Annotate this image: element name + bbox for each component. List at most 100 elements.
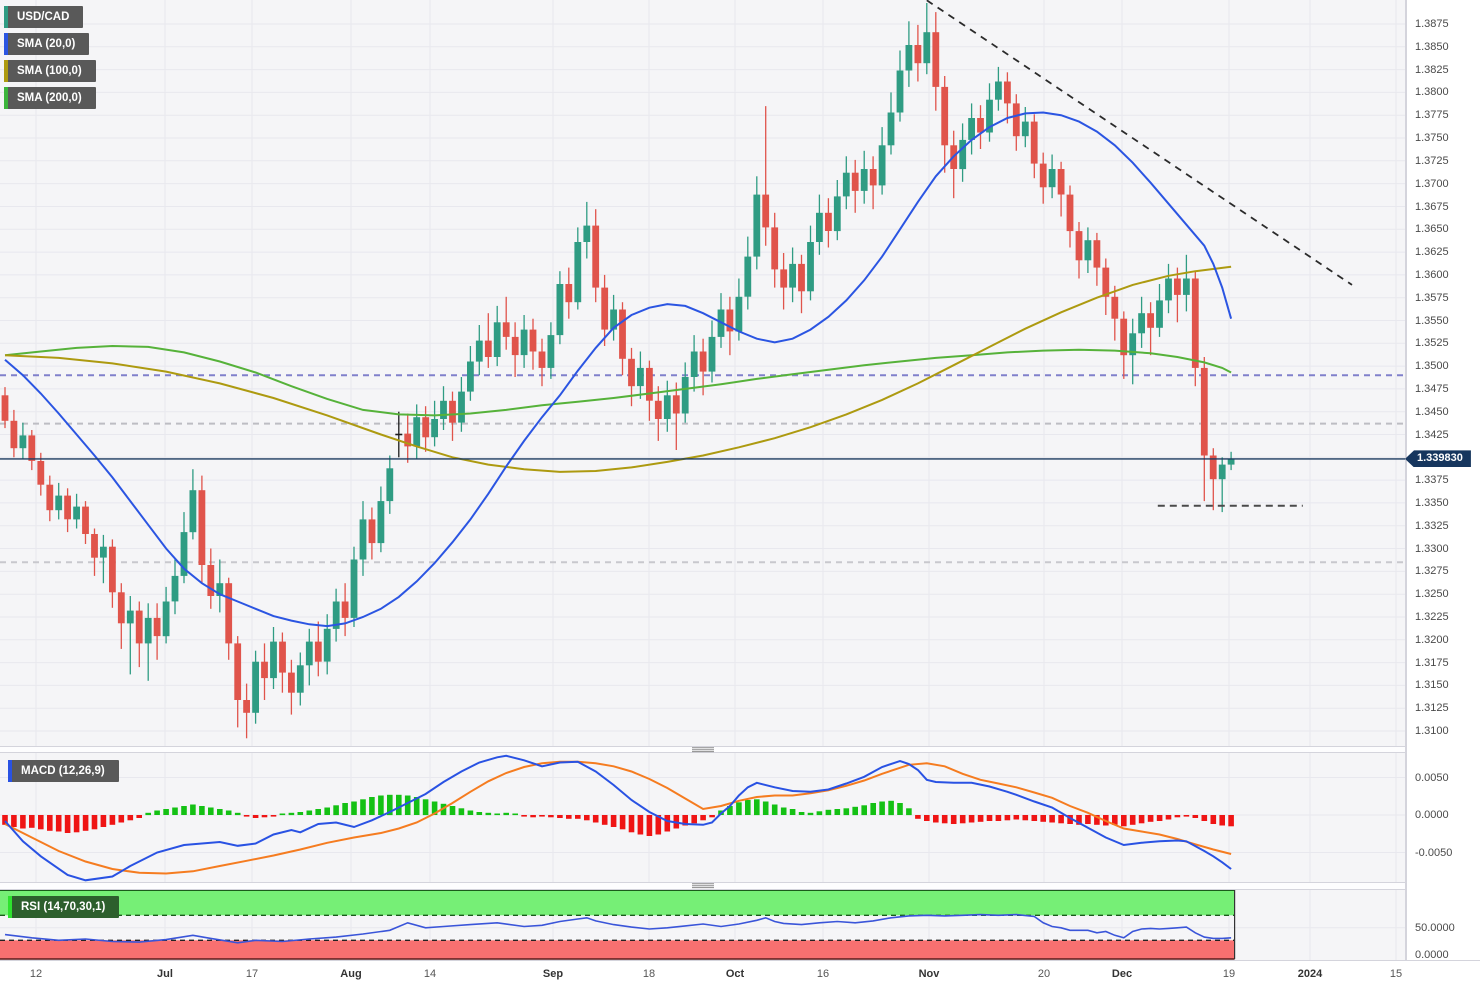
- sma100-color-strip: [4, 60, 8, 82]
- candle: [869, 156, 877, 210]
- candle: [529, 318, 537, 370]
- candle: [189, 469, 197, 540]
- sma20-chip[interactable]: SMA (20,0): [4, 33, 90, 55]
- candle: [825, 198, 832, 248]
- candle: [270, 627, 277, 689]
- macd-histogram: [2, 794, 1234, 836]
- candle: [19, 422, 27, 460]
- candle: [484, 313, 492, 368]
- rsi-overbought-band: [0, 890, 1235, 916]
- candle: [207, 548, 215, 609]
- price-axis[interactable]: 1.3875 1.3850 1.3825 1.3800 1.3775 1.3750 1.37…: [1406, 0, 1480, 961]
- candle: [368, 507, 376, 560]
- candle: [1138, 296, 1145, 348]
- price-axis-tick: 1.3175: [1415, 656, 1449, 669]
- candle: [887, 92, 895, 155]
- candle: [46, 475, 54, 522]
- price-axis-tick: 1.3100: [1415, 725, 1449, 737]
- candle: [1183, 254, 1190, 312]
- candle: [851, 159, 859, 213]
- price-axis-tick: 1.3650: [1415, 223, 1449, 236]
- candle: [28, 430, 36, 471]
- time-axis-tick: Jul: [157, 968, 173, 980]
- time-axis-tick: 2024: [1297, 968, 1323, 980]
- candle: [1084, 227, 1092, 273]
- macd-chip[interactable]: MACD (12,26,9): [8, 760, 119, 782]
- candle: [449, 391, 456, 441]
- candle: [708, 320, 716, 383]
- candle: [744, 236, 752, 310]
- rsi-oversold-band: [0, 940, 1235, 959]
- candle: [565, 267, 573, 319]
- macd-axis-tick: -0.0050: [1415, 846, 1453, 859]
- sma20-color-strip: [4, 33, 8, 55]
- time-axis[interactable]: 12 Jul 17 Aug 14 Sep 18 Oct 16 Nov 20 Dec 19 2024 15: [0, 960, 1480, 987]
- rsi-chip[interactable]: RSI (14,70,30,1): [8, 896, 120, 918]
- candle: [842, 156, 850, 210]
- price-axis-tick: 1.3150: [1415, 679, 1449, 692]
- candle: [171, 559, 179, 615]
- candle: [1057, 161, 1065, 217]
- price-axis-tick: 1.3775: [1415, 109, 1449, 122]
- price-axis-tick: 1.3625: [1415, 246, 1449, 259]
- candle: [547, 322, 555, 379]
- candle: [323, 614, 331, 675]
- price-axis-tick: 1.3125: [1415, 702, 1449, 715]
- candle: [234, 636, 242, 728]
- candle: [305, 628, 313, 686]
- price-axis-tick: 1.3800: [1415, 86, 1449, 99]
- candle: [404, 413, 412, 463]
- sma200-line: [4, 344, 1232, 417]
- candle: [798, 254, 805, 314]
- candle: [91, 528, 98, 576]
- sma200-label: SMA (200,0): [17, 92, 82, 104]
- candle: [252, 650, 259, 724]
- candle: [144, 603, 152, 681]
- price-axis-tick: 1.3475: [1415, 382, 1449, 395]
- candle: [681, 362, 689, 423]
- candle: [467, 346, 474, 401]
- candle: [493, 305, 501, 367]
- time-axis-tick: Dec: [1111, 968, 1133, 980]
- candle: [135, 601, 143, 668]
- candle: [574, 227, 582, 310]
- candle: [986, 83, 993, 142]
- legend: USD/CAD SMA (20,0) SMA (100,0) SMA (200,…: [4, 6, 96, 114]
- symbol-label: USD/CAD: [17, 11, 70, 23]
- candle: [1, 387, 9, 429]
- symbol-color-strip: [4, 6, 8, 28]
- candle: [413, 404, 421, 460]
- candle: [162, 586, 170, 644]
- candle: [1066, 185, 1074, 248]
- candle: [386, 455, 394, 514]
- candle: [878, 127, 886, 195]
- pane-splitter-grip[interactable]: [692, 747, 714, 753]
- time-axis-tick: Nov: [918, 968, 940, 980]
- time-axis-tick: 17: [245, 968, 259, 980]
- candle: [350, 546, 358, 627]
- sma100-chip[interactable]: SMA (100,0): [4, 60, 96, 82]
- candle: [100, 534, 107, 584]
- time-axis-tick: Oct: [725, 968, 745, 980]
- candle: [243, 683, 250, 739]
- candle: [440, 386, 447, 430]
- price-axis-tick: 1.3525: [1415, 337, 1449, 350]
- price-axis-tick: 1.3875: [1415, 18, 1449, 30]
- candle: [359, 501, 367, 576]
- candle: [520, 315, 528, 368]
- sma200-chip[interactable]: SMA (200,0): [4, 87, 96, 109]
- candle: [932, 12, 940, 111]
- candle: [1200, 357, 1208, 502]
- candle: [332, 588, 340, 642]
- pane-splitter-grip[interactable]: [692, 883, 714, 889]
- candle: [968, 103, 975, 155]
- candle: [807, 225, 814, 301]
- candle: [10, 409, 18, 458]
- candle: [1102, 258, 1110, 315]
- candle: [914, 24, 922, 82]
- price-axis-tick: 1.3550: [1415, 314, 1449, 327]
- price-axis-tick: 1.3500: [1415, 360, 1449, 373]
